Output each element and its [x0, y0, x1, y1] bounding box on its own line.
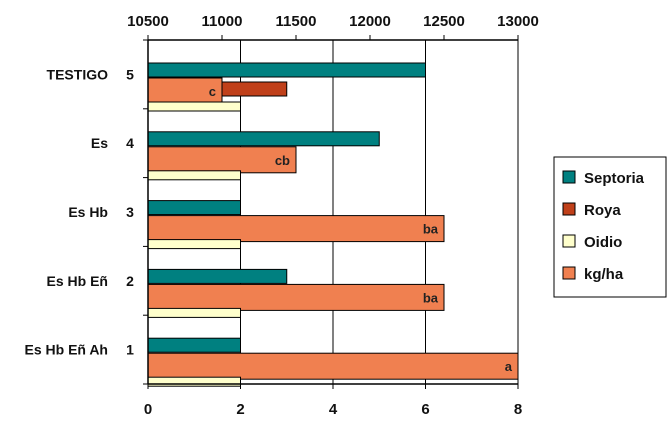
bar-septoria: [147, 131, 380, 147]
category-label: Es Hb Eñ: [47, 273, 108, 289]
category-number: 4: [126, 135, 134, 151]
x-top-tick-label: 10500: [127, 13, 169, 30]
category-label: Es: [91, 135, 108, 151]
legend-entry: Septoria: [584, 170, 645, 187]
x-top-tick-label: 12500: [423, 13, 465, 30]
category-number: 2: [126, 273, 134, 289]
bars: c cb ba ba a: [147, 62, 519, 387]
bar-data-label: ba: [423, 290, 439, 305]
legend-swatch: [562, 234, 576, 248]
category-label: TESTIGO: [47, 66, 109, 82]
bar-data-label: cb: [275, 153, 290, 168]
bar-oidio: [147, 239, 241, 250]
category-labels: TESTIGO 5 Es 4 Es Hb 3 Es Hb Eñ 2 Es Hb Eñ Ah 1: [25, 66, 135, 357]
legend-swatch: [562, 266, 576, 280]
axes: [143, 35, 519, 389]
x-top-tick-label: 12000: [349, 13, 391, 30]
x-bottom-tick-label: 6: [421, 401, 429, 418]
x-top-tick-label: 11500: [276, 13, 317, 30]
bar-kgha: [147, 283, 445, 311]
bar-oidio: [147, 307, 241, 318]
x-bottom-tick-label: 4: [329, 401, 338, 418]
category-label: Es Hb: [68, 204, 108, 220]
bar-data-label: a: [505, 359, 513, 374]
bar-data-label: c: [209, 84, 216, 99]
x-bottom-tick-label: 2: [236, 401, 244, 418]
tick-labels: 0 2 4 6 8 10500 11000 11500 12000 12500 13000: [127, 13, 539, 418]
category-number: 1: [126, 342, 134, 358]
category-number: 3: [126, 204, 134, 220]
category-label: Es Hb Eñ Ah: [25, 342, 109, 358]
bar-oidio: [147, 170, 241, 181]
bar-septoria: [147, 200, 241, 216]
legend-swatch: [562, 202, 576, 216]
legend-entry: Roya: [584, 202, 621, 219]
bar-kgha: [147, 352, 519, 380]
legend-entry: Oidio: [584, 234, 622, 251]
bar-kgha: [147, 146, 297, 174]
legend-swatch: [562, 170, 576, 184]
bar-septoria: [147, 62, 426, 78]
bar-oidio: [147, 376, 241, 387]
bar-kgha: [147, 215, 445, 243]
bar-septoria: [147, 337, 241, 353]
x-top-tick-label: 13000: [497, 13, 539, 30]
x-top-tick-label: 11000: [202, 13, 243, 30]
bar-roya: [221, 81, 288, 97]
x-bottom-tick-label: 8: [514, 401, 522, 418]
x-bottom-tick-label: 0: [144, 401, 152, 418]
bar-data-label: ba: [423, 222, 439, 237]
legend: Septoria Roya Oidio kg/ha: [553, 156, 667, 298]
bar-oidio: [147, 101, 241, 112]
category-number: 5: [126, 66, 134, 82]
bar-septoria: [147, 268, 288, 284]
legend-entry: kg/ha: [584, 266, 624, 283]
